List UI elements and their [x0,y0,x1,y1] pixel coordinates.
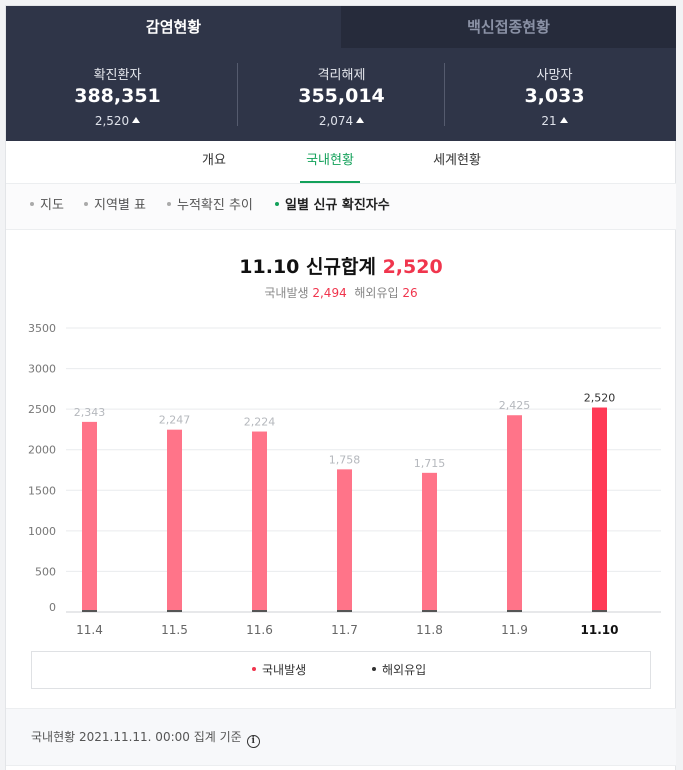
subnav-cumulative-trend[interactable]: 누적확진 추이 [167,184,253,229]
bar-overseas [422,610,437,612]
bullet-icon [30,202,34,206]
bar-domestic [422,472,437,612]
stat-confirmed: 확진환자 388,351 2,520 [6,64,229,128]
stat-increase: 2,074 [230,114,453,128]
overseas-value: 26 [402,286,418,300]
x-tick-label: 11.7 [331,623,358,637]
stat-value: 355,014 [298,85,385,107]
bar-overseas [592,610,607,612]
stat-increase-value: 2,074 [318,114,354,128]
bar-value-label: 2,425 [499,399,531,412]
stat-released: 격리해제 355,014 2,074 [230,64,453,128]
info-icon[interactable]: i [246,735,260,748]
stat-value: 388,351 [74,85,161,107]
x-tick-label: 11.9 [501,623,528,637]
headline-date: 11.10 [239,256,300,278]
bar-domestic [592,407,607,612]
chart-subline: 국내발생 2,494 해외유입 26 [6,284,676,301]
bullet-icon [84,202,88,206]
domestic-value: 2,494 [312,286,347,300]
legend-label: 해외유입 [382,663,427,677]
headline-total: 2,520 [382,256,443,278]
x-tick-label: 11.4 [76,623,103,637]
stat-divider [237,63,238,126]
bar-domestic [252,431,267,612]
stat-label: 격리해제 [317,68,366,83]
bar-domestic [167,429,182,612]
headline-title: 신규합계 [306,256,376,278]
legend-label: 국내발생 [262,663,307,677]
arrow-up-icon [559,117,568,123]
bar-domestic [337,469,352,612]
bar-value-label: 2,247 [159,414,191,427]
chart-legend: 국내발생 해외유입 [31,651,651,689]
bar-overseas [507,610,522,612]
bar-overseas [252,610,267,612]
y-tick-label: 2000 [28,444,56,457]
bar-value-label: 2,343 [74,406,106,419]
bar-value-label: 2,520 [584,392,616,405]
x-tick-label: 11.8 [416,623,443,637]
nav-world[interactable]: 세계현황 [433,153,481,168]
legend-dot-icon [252,667,256,671]
bar-overseas [167,610,182,612]
arrow-up-icon [356,117,365,123]
subnav-label: 지역별 표 [94,198,146,213]
subnav-map[interactable]: 지도 [30,184,64,229]
y-tick-label: 0 [49,601,56,614]
subnav-region-table[interactable]: 지역별 표 [84,184,146,229]
legend-domestic[interactable]: 국내발생 [252,652,306,688]
subnav-label: 일별 신규 확진자수 [285,198,390,213]
stat-increase-value: 2,520 [94,114,130,128]
arrow-up-icon [132,117,141,123]
bar-domestic [507,415,522,612]
bar-overseas [337,610,352,612]
tab-infection-status[interactable]: 감염현황 [6,6,341,48]
stat-increase: 21 [443,114,666,128]
legend-overseas[interactable]: 해외유입 [372,652,426,688]
subnav-label: 지도 [40,198,64,213]
nav-domestic[interactable]: 국내현황 [300,141,360,183]
stat-value: 3,033 [524,85,585,107]
tab-vaccination-status[interactable]: 백신접종현황 [341,6,676,48]
chart-headline: 11.10 신규합계 2,520 [6,252,676,279]
stat-label: 확진환자 [93,68,142,83]
footer: 국내현황 2021.11.11. 00:00 집계 기준 i [6,708,676,766]
summary-header: 감염현황 백신접종현황 확진환자 388,351 2,520 격리해제 355,… [6,6,676,141]
stat-increase: 2,520 [6,114,229,128]
bullet-icon [167,202,171,206]
bullet-icon [275,202,279,206]
section-nav: 개요 국내현황 세계현황 [6,141,676,184]
covid-panel: 감염현황 백신접종현황 확진환자 388,351 2,520 격리해제 355,… [5,5,676,770]
sub-nav: 지도 지역별 표 누적확진 추이 일별 신규 확진자수 [6,184,676,230]
daily-bar-chart: 0 500 1000 1500 2000 2500 3000 3500 2,343 11.4 2,2… [28,322,661,637]
footer-basis: 국내현황 2021.11.11. 00:00 집계 기준 [31,730,242,744]
x-tick-label: 11.10 [581,623,619,637]
y-tick-label: 3500 [28,322,56,335]
bar-value-label: 2,224 [244,416,276,429]
legend-dot-icon [372,667,376,671]
y-tick-label: 1500 [28,484,56,497]
subnav-daily-new[interactable]: 일별 신규 확진자수 [275,184,390,229]
domestic-label: 국내발생 [264,286,309,300]
subnav-label: 누적확진 추이 [177,198,253,213]
main-tabs: 감염현황 백신접종현황 [6,6,676,48]
footer-text: 국내현황 2021.11.11. 00:00 집계 기준 i [31,728,260,748]
x-tick-label: 11.6 [246,623,273,637]
stat-deaths: 사망자 3,033 21 [443,64,666,128]
y-tick-label: 500 [35,565,56,578]
y-tick-label: 2500 [28,403,56,416]
y-tick-label: 1000 [28,525,56,538]
stat-increase-value: 21 [541,114,557,128]
x-tick-label: 11.5 [161,623,188,637]
bar-domestic [82,421,97,612]
y-tick-label: 3000 [28,363,56,376]
bar-value-label: 1,715 [414,457,446,470]
bar-value-label: 1,758 [329,453,361,466]
bar-overseas [82,610,97,612]
overseas-label: 해외유입 [354,286,399,300]
stat-label: 사망자 [536,68,573,83]
stat-divider [444,63,445,126]
nav-overview[interactable]: 개요 [202,153,226,168]
